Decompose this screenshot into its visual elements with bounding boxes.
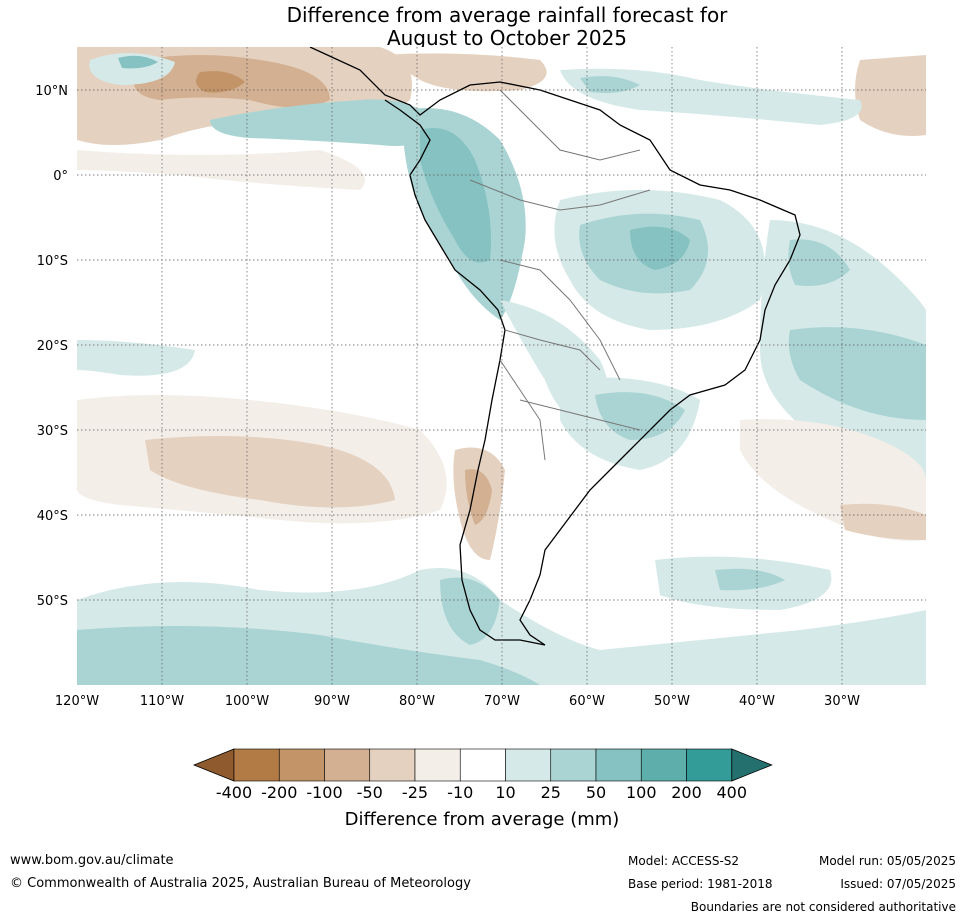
wet-region-north-atlantic — [560, 68, 862, 125]
lon-label: 50°W — [654, 694, 690, 709]
wet-region-south-atlantic-mid-core — [715, 568, 785, 591]
colorbar-segment — [369, 748, 416, 782]
map-title-line1: Difference from average rainfall forecas… — [286, 3, 728, 27]
wet-region-atlantic-east-core — [788, 239, 926, 420]
map-title-line2: August to October 2025 — [386, 26, 628, 50]
colorbar-segment — [459, 748, 506, 782]
lat-label: 50°S — [37, 594, 68, 609]
wet-region-amazon-east-core — [630, 226, 690, 270]
colorbar-tick-label: -10 — [447, 783, 473, 802]
dry-region-south-pacific-core — [145, 436, 395, 508]
colorbar-tick-label: 10 — [495, 783, 515, 802]
dry-region-colombia — [77, 150, 365, 190]
wet-region-southern-ocean-core — [77, 626, 540, 685]
colorbar-title: Difference from average (mm) — [345, 809, 620, 830]
lon-label: 90°W — [314, 694, 350, 709]
dry-region-north-pacific-peak — [196, 71, 245, 93]
colorbar-extend-high — [731, 748, 773, 782]
lat-label: 10°N — [35, 84, 68, 99]
colorbar-tick-label: -50 — [357, 783, 383, 802]
wet-region-eastern-pacific-itcz — [210, 99, 440, 146]
lat-label: 20°S — [37, 339, 68, 354]
colorbar-segment — [640, 748, 687, 782]
base-period-text: Base period: 1981-2018 — [628, 877, 773, 891]
colorbar-segment — [414, 748, 461, 782]
wet-region-sw-pacific-edge — [77, 340, 195, 376]
wet-region-north-atlantic-core — [580, 76, 640, 94]
copyright-text: © Commonwealth of Australia 2025, Austra… — [10, 876, 471, 891]
colorbar-tick-label: 400 — [716, 783, 747, 802]
lon-label: 30°W — [824, 694, 860, 709]
colorbar-segment — [278, 748, 325, 782]
disclaimer-text: Boundaries are not considered authoritat… — [690, 900, 956, 914]
model-text: Model: ACCESS-S2 — [628, 854, 740, 868]
colorbar-tick-label: 200 — [671, 783, 702, 802]
dry-region-chile-core — [465, 469, 492, 525]
colorbar-tick-label: 25 — [541, 783, 561, 802]
wet-region-north-pacific-core — [118, 55, 158, 69]
colorbar-segment — [550, 748, 597, 782]
colorbar: -400 -200 -100 -50 -25 -10 10 25 50 100 200 400 Dif… — [192, 748, 773, 830]
dry-region-south-atlantic-core — [840, 503, 926, 540]
colorbar-segment — [686, 748, 733, 782]
colorbar-segment — [595, 748, 642, 782]
dry-region-caribbean — [380, 53, 547, 92]
lon-label: 110°W — [140, 694, 184, 709]
lat-label: 40°S — [37, 509, 68, 524]
lon-label: 100°W — [225, 694, 269, 709]
map-graticule — [77, 47, 926, 685]
website-link[interactable]: www.bom.gov.au/climate — [10, 853, 174, 868]
colorbar-segment — [233, 748, 280, 782]
latitude-labels: 10°N 0° 10°S 20°S 30°S 40°S 50°S — [35, 84, 68, 609]
lon-label: 40°W — [739, 694, 775, 709]
colorbar-tick-label: -400 — [216, 783, 252, 802]
lon-label: 70°W — [484, 694, 520, 709]
map-plot-area — [77, 47, 926, 685]
lat-label: 10°S — [37, 254, 68, 269]
colorbar-tick-label: -200 — [261, 783, 297, 802]
wet-region-southern-brazil-core — [595, 392, 685, 440]
lon-label: 60°W — [569, 694, 605, 709]
rainfall-anomaly-shading — [77, 47, 926, 685]
wet-region-andes-core — [420, 128, 491, 263]
lon-label: 120°W — [55, 694, 99, 709]
south-america-coastline — [309, 47, 801, 646]
colorbar-tick-label: 100 — [626, 783, 657, 802]
country-borders — [469, 89, 651, 461]
colorbar-extend-low — [192, 748, 235, 782]
lat-label: 30°S — [37, 424, 68, 439]
colorbar-tick-label: -25 — [402, 783, 428, 802]
colorbar-tick-label: -100 — [306, 783, 342, 802]
colorbar-segment — [505, 748, 552, 782]
map-title: Difference from average rainfall forecas… — [0, 4, 965, 50]
model-run-text: Model run: 05/05/2025 — [818, 854, 956, 868]
colorbar-tick-label: 50 — [586, 783, 606, 802]
longitude-labels: 120°W 110°W 100°W 90°W 80°W 70°W 60°W 50… — [55, 694, 860, 709]
dry-region-atlantic-ne — [855, 55, 926, 136]
lat-label: 0° — [53, 169, 68, 184]
issued-text: Issued: 07/05/2025 — [840, 877, 956, 891]
lon-label: 80°W — [399, 694, 435, 709]
colorbar-segment — [324, 748, 371, 782]
